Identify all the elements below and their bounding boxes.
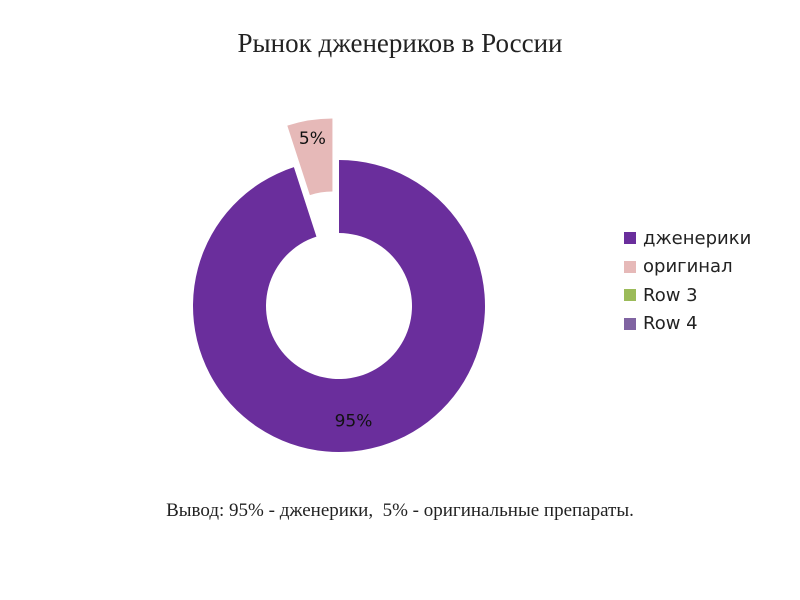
- legend-label-row-3: Row 3: [643, 284, 698, 306]
- data-label-original: 5%: [299, 129, 326, 149]
- chart-legend: дженерики оригинал Row 3 Row 4: [624, 224, 751, 338]
- legend-label-generics: дженерики: [643, 227, 752, 249]
- legend-swatch-row-3: [624, 289, 636, 302]
- legend-swatch-generics: [624, 232, 636, 245]
- legend-label-row-4: Row 4: [643, 313, 698, 335]
- legend-item-original: оригинал: [624, 253, 751, 282]
- legend-swatch-row-4: [624, 317, 636, 330]
- slide-title: Рынок дженериков в России: [237, 28, 563, 58]
- legend-label-original: оригинал: [643, 256, 733, 278]
- donut-slice-original: [287, 118, 333, 196]
- legend-item-row-4: Row 4: [624, 310, 751, 339]
- data-label-generics: 95%: [335, 412, 373, 432]
- conclusion-text: Вывод: 95% - дженерики, 5% - оригинальны…: [166, 500, 634, 521]
- legend-item-generics: дженерики: [624, 224, 751, 253]
- legend-item-row-3: Row 3: [624, 281, 751, 310]
- legend-swatch-original: [624, 260, 636, 273]
- donut-slice-generics: [193, 160, 486, 452]
